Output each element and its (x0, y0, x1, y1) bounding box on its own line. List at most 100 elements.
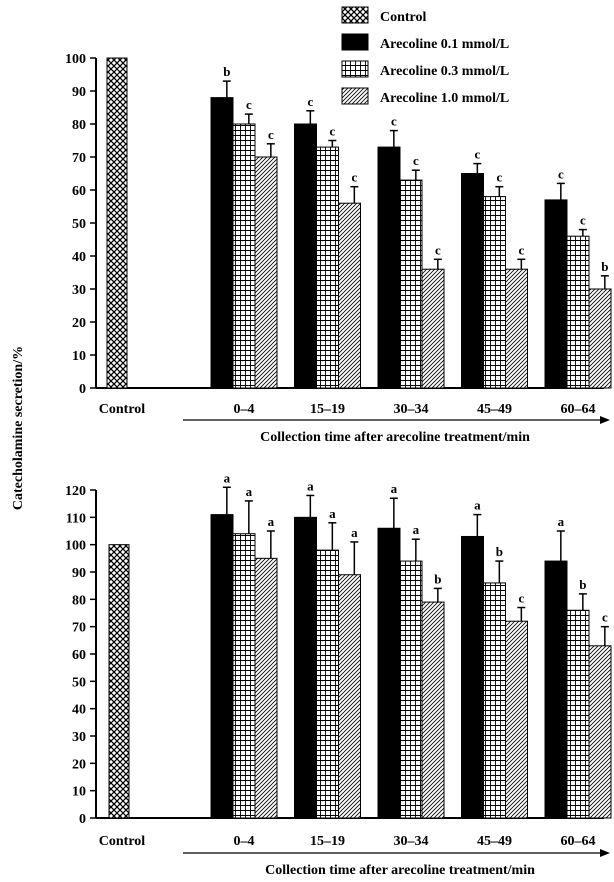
significance-label: c (307, 94, 313, 109)
y-tick-label: 100 (65, 52, 86, 67)
legend-swatch-control (341, 6, 369, 24)
y-axis-label: Catecholamine secretion/% (11, 346, 26, 510)
bar (338, 574, 361, 819)
x-axis-label: Collection time after arecoline treatmen… (260, 430, 530, 445)
significance-label: b (223, 64, 230, 79)
bars-top: b c c c c c c c c c c c c c b (106, 57, 612, 389)
time-arrow-head (600, 849, 610, 857)
significance-label: a (558, 514, 565, 529)
bar (316, 146, 339, 389)
significance-label: a (268, 514, 275, 529)
bar (399, 560, 423, 819)
y-tick-label: 60 (72, 184, 86, 199)
y-tick-label: 0 (79, 812, 86, 827)
significance-label: b (601, 259, 608, 274)
bar (483, 582, 506, 819)
significance-label: c (329, 124, 335, 139)
significance-label: c (518, 242, 524, 257)
legend-swatch-arecoline-0-3 (341, 60, 369, 78)
legend-label-arecoline-0-3: Arecoline 0.3 mmol/L (380, 64, 509, 79)
legend-label-arecoline-1-0: Arecoline 1.0 mmol/L (380, 91, 509, 106)
legend-swatch-arecoline-0-1 (341, 33, 369, 51)
bar (544, 560, 568, 819)
category-label: 15–19 (310, 834, 345, 849)
control-bar (106, 57, 128, 389)
bar (505, 268, 528, 389)
significance-label: c (518, 591, 524, 606)
significance-label: c (435, 242, 441, 257)
bar (566, 609, 590, 819)
chart-panel-top: 0 10 20 30 40 50 60 70 80 90 100 0–4 15–19 30–34 45–49… (65, 52, 612, 445)
significance-label: a (391, 481, 398, 496)
y-tick-label: 80 (72, 593, 86, 608)
control-category-label: Control (99, 834, 146, 849)
bar (588, 645, 612, 819)
significance-label: c (474, 147, 480, 162)
legend-label-control: Control (380, 10, 427, 25)
y-tick-label: 0 (79, 382, 86, 397)
bar (316, 549, 339, 819)
y-tick-label: 20 (72, 757, 86, 772)
significance-label: b (496, 544, 503, 559)
bar (566, 235, 590, 389)
significance-label: c (413, 153, 419, 168)
significance-label: a (413, 522, 420, 537)
y-tick-label: 110 (66, 511, 86, 526)
y-tick-label: 40 (72, 703, 86, 718)
y-tick-label: 30 (72, 730, 86, 745)
bar (338, 202, 361, 389)
bar (399, 179, 423, 389)
y-tick-label: 50 (72, 675, 86, 690)
bar (421, 601, 445, 819)
x-axis-label: Collection time after arecoline treatmen… (265, 863, 535, 878)
category-label: 45–49 (477, 402, 512, 417)
bar (421, 268, 445, 389)
y-tick-label: 10 (72, 349, 86, 364)
significance-label: a (351, 525, 358, 540)
y-tick-label: 90 (72, 566, 86, 581)
y-tick-label: 10 (72, 785, 86, 800)
significance-label: c (351, 170, 357, 185)
bar (461, 173, 484, 389)
chart-panel-bottom: 0 10 20 30 40 50 60 70 80 90 100 110 120 0–4 15–19 30–3… (65, 470, 612, 878)
y-tick-label: 100 (65, 539, 86, 554)
significance-label: c (580, 213, 586, 228)
category-label: 30–34 (394, 834, 429, 849)
bar (588, 288, 612, 389)
significance-label: c (602, 610, 608, 625)
y-tick-label: 30 (72, 283, 86, 298)
significance-label: a (307, 478, 314, 493)
category-label: 0–4 (234, 402, 255, 417)
bar (461, 535, 484, 819)
bar (232, 533, 256, 819)
bar (377, 527, 401, 819)
significance-label: c (268, 127, 274, 142)
control-category-label: Control (99, 402, 146, 417)
significance-label: a (474, 498, 481, 513)
bar (254, 156, 278, 389)
bar (505, 620, 528, 819)
legend-swatch-arecoline-1-0 (341, 87, 369, 105)
category-label: 30–34 (394, 402, 429, 417)
bar (377, 146, 401, 389)
significance-label: c (496, 170, 502, 185)
y-tick-label: 70 (72, 151, 86, 166)
y-tick-label: 40 (72, 250, 86, 265)
category-label: 15–19 (310, 402, 345, 417)
y-tick-label: 60 (72, 648, 86, 663)
significance-label: a (224, 470, 231, 485)
y-tick-label: 90 (72, 85, 86, 100)
category-label: 60–64 (561, 402, 596, 417)
y-tick-label: 120 (65, 484, 86, 499)
significance-label: a (246, 484, 253, 499)
significance-label: b (579, 577, 586, 592)
bar (210, 514, 234, 819)
legend-label-arecoline-0-1: Arecoline 0.1 mmol/L (380, 37, 509, 52)
bar (294, 123, 317, 389)
axes-top: 0 10 20 30 40 50 60 70 80 90 100 0–4 15–19 30–34 45–49… (65, 52, 610, 424)
legend: Control Arecoline 0.1 mmol/L Arecoline 0… (341, 6, 509, 106)
bar (294, 516, 317, 819)
bar (544, 199, 568, 389)
